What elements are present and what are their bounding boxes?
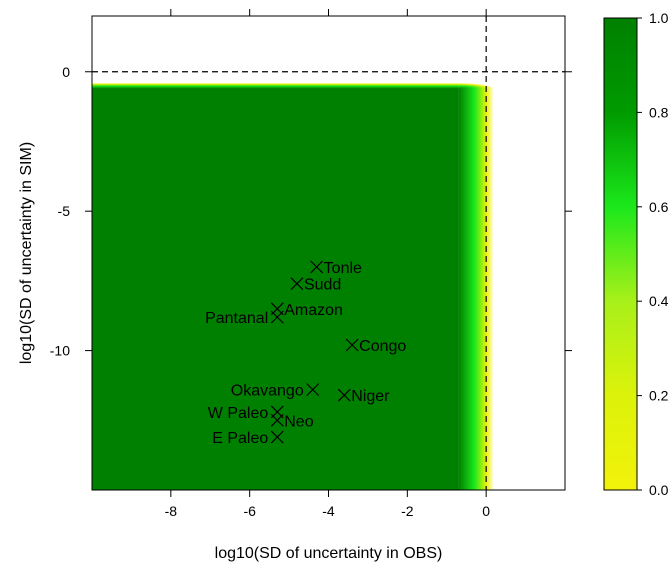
point-marker <box>306 383 320 397</box>
point-label: Tonle <box>324 260 362 277</box>
data-point: Neo <box>270 413 314 430</box>
data-point: E Paleo <box>212 430 284 447</box>
x-tick-label: 0 <box>482 503 490 519</box>
point-marker <box>290 277 304 291</box>
x-axis-title: log10(SD of uncertainty in OBS) <box>215 545 443 562</box>
y-tick-label: -10 <box>50 343 70 359</box>
y-axis: 0 -5 -10 <box>50 64 572 359</box>
point-marker <box>270 413 284 427</box>
colorbar-tick-label: 0.8 <box>649 104 669 120</box>
heatmap-edge-right <box>458 88 495 491</box>
data-point: Congo <box>345 338 406 355</box>
heatmap-edge-top <box>92 82 459 89</box>
reference-lines <box>92 16 565 490</box>
x-tick-label: -8 <box>165 503 178 519</box>
data-point: Okavango <box>231 383 320 400</box>
y-tick-label: -5 <box>58 203 71 219</box>
colorbar-tick-label: 0.4 <box>649 293 669 309</box>
y-axis-title: log10(SD of uncertainty in SIM) <box>18 142 35 364</box>
point-label: E Paleo <box>212 430 268 447</box>
x-tick-label: -4 <box>322 503 335 519</box>
colorbar-tick-label: 0.0 <box>649 482 669 498</box>
x-axis: -8 -6 -4 -2 0 <box>165 9 490 519</box>
colorbar-tick-label: 0.6 <box>649 199 669 215</box>
heatmap-plateau <box>92 88 459 491</box>
point-label: Pantanal <box>205 310 268 327</box>
x-tick-label: -2 <box>401 503 414 519</box>
point-marker <box>337 388 351 402</box>
colorbar-gradient <box>603 17 638 491</box>
point-marker <box>310 260 324 274</box>
heatmap-corner <box>458 82 495 89</box>
point-marker <box>345 338 359 352</box>
point-marker <box>270 430 284 444</box>
y-tick-label: 0 <box>62 64 70 80</box>
x-tick-label: -6 <box>243 503 256 519</box>
point-label: W Paleo <box>208 405 269 422</box>
colorbar-tick-label: 1.0 <box>649 10 669 26</box>
data-point: Pantanal <box>205 310 284 327</box>
data-point: Tonle <box>310 260 362 277</box>
colorbar: 0.0 0.2 0.4 0.6 0.8 1.0 <box>603 10 669 498</box>
point-label: Amazon <box>284 302 343 319</box>
point-marker <box>270 310 284 324</box>
point-label: Sudd <box>304 277 341 294</box>
point-label: Congo <box>359 338 406 355</box>
point-label: Neo <box>284 413 313 430</box>
point-label: Okavango <box>231 383 304 400</box>
point-label: Niger <box>351 388 390 405</box>
data-point: Niger <box>337 388 390 405</box>
data-point: Sudd <box>290 277 341 294</box>
colorbar-tick-label: 0.2 <box>649 388 669 404</box>
